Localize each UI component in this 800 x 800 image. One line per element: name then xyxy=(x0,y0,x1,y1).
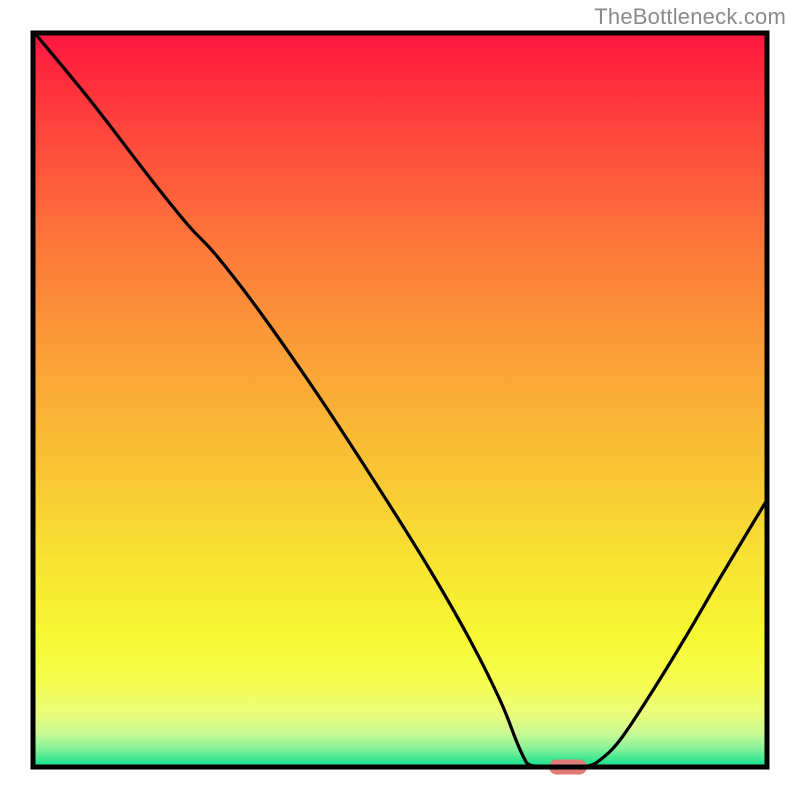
bottleneck-chart-svg xyxy=(0,0,800,800)
chart-container: TheBottleneck.com xyxy=(0,0,800,800)
plot-background xyxy=(33,33,767,767)
